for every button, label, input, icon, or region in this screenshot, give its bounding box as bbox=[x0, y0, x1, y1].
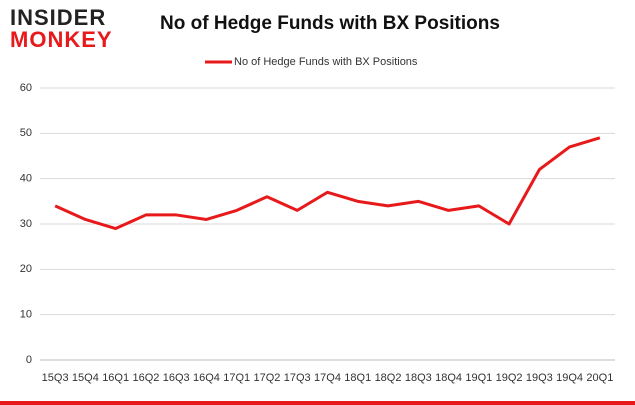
y-tick-label: 60 bbox=[20, 82, 32, 94]
x-tick-label: 18Q2 bbox=[375, 372, 402, 384]
x-tick-label: 16Q2 bbox=[132, 372, 159, 384]
x-tick-label: 15Q3 bbox=[42, 372, 69, 384]
logo-top: INSIDER bbox=[10, 5, 106, 30]
x-tick-label: 19Q2 bbox=[496, 372, 523, 384]
x-tick-label: 18Q4 bbox=[435, 372, 462, 384]
line-series bbox=[54, 136, 601, 231]
x-tick-label: 17Q4 bbox=[314, 372, 341, 384]
x-tick-label: 16Q4 bbox=[193, 372, 220, 384]
chart-title: No of Hedge Funds with BX Positions bbox=[160, 13, 500, 34]
x-tick-label: 17Q2 bbox=[254, 372, 281, 384]
y-tick-label: 20 bbox=[20, 263, 32, 275]
legend-label: No of Hedge Funds with BX Positions bbox=[234, 56, 418, 68]
x-tick-label: 18Q1 bbox=[344, 372, 371, 384]
x-tick-label: 18Q3 bbox=[405, 372, 432, 384]
x-tick-label: 19Q4 bbox=[556, 372, 583, 384]
logo-bottom: MONKEY bbox=[10, 27, 113, 52]
x-tick-label: 17Q3 bbox=[284, 372, 311, 384]
x-tick-label: 15Q4 bbox=[72, 372, 99, 384]
x-tick-label: 19Q1 bbox=[465, 372, 492, 384]
y-tick-label: 0 bbox=[26, 354, 32, 366]
y-tick-label: 10 bbox=[20, 309, 32, 321]
x-tick-label: 16Q1 bbox=[102, 372, 129, 384]
x-tick-label: 19Q3 bbox=[526, 372, 553, 384]
x-tick-label: 16Q3 bbox=[163, 372, 190, 384]
y-tick-label: 40 bbox=[20, 173, 32, 185]
y-tick-label: 30 bbox=[20, 218, 32, 230]
x-tick-label: 20Q1 bbox=[586, 372, 613, 384]
y-tick-label: 50 bbox=[20, 127, 32, 139]
x-tick-label: 17Q1 bbox=[223, 372, 250, 384]
